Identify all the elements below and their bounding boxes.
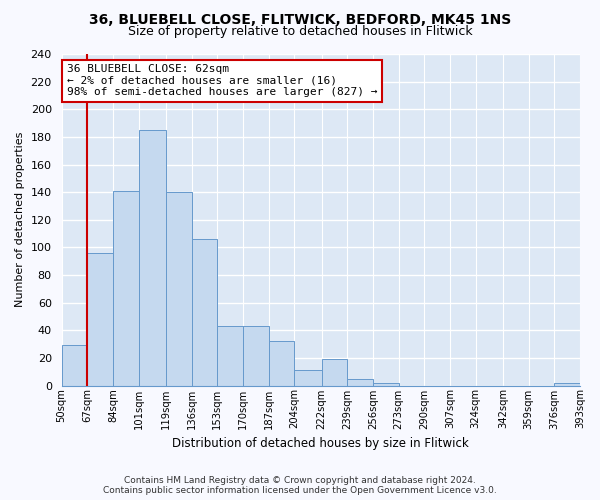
Text: 36, BLUEBELL CLOSE, FLITWICK, BEDFORD, MK45 1NS: 36, BLUEBELL CLOSE, FLITWICK, BEDFORD, M… [89, 12, 511, 26]
Bar [322, 360, 347, 386]
Y-axis label: Number of detached properties: Number of detached properties [15, 132, 25, 308]
Bar [373, 383, 398, 386]
Bar [554, 383, 580, 386]
Bar [166, 192, 191, 386]
Text: Contains HM Land Registry data © Crown copyright and database right 2024.
Contai: Contains HM Land Registry data © Crown c… [103, 476, 497, 495]
Bar [113, 190, 139, 386]
Bar [269, 342, 295, 386]
Bar [243, 326, 269, 386]
Bar [87, 253, 113, 386]
X-axis label: Distribution of detached houses by size in Flitwick: Distribution of detached houses by size … [172, 437, 469, 450]
Text: Size of property relative to detached houses in Flitwick: Size of property relative to detached ho… [128, 25, 472, 38]
Bar [191, 239, 217, 386]
Bar [139, 130, 166, 386]
Text: 36 BLUEBELL CLOSE: 62sqm
← 2% of detached houses are smaller (16)
98% of semi-de: 36 BLUEBELL CLOSE: 62sqm ← 2% of detache… [67, 64, 377, 97]
Bar [62, 346, 87, 386]
Bar [347, 378, 373, 386]
Bar [217, 326, 243, 386]
Bar [295, 370, 322, 386]
